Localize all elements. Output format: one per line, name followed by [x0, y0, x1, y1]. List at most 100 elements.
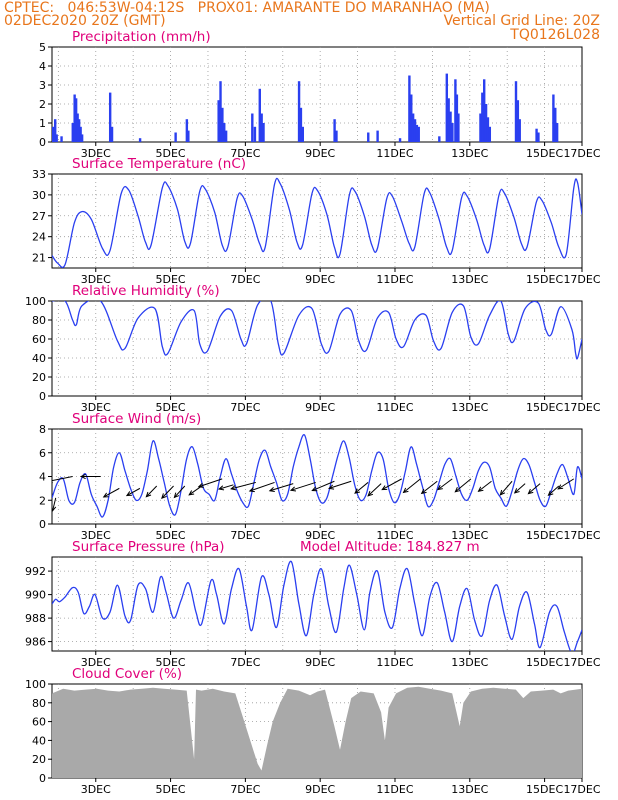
precip-bar	[410, 94, 413, 142]
x-tick-label: 11DEC	[376, 783, 413, 796]
x-tick-label: 13DEC	[451, 273, 488, 286]
wind-title: Surface Wind (m/s)	[72, 411, 201, 427]
wind-arrow	[52, 497, 57, 511]
precip-bar	[454, 79, 457, 142]
humidity-frame	[51, 300, 583, 397]
pressure-title: Surface Pressure (hPa)	[72, 539, 225, 555]
y-tick-label: 0	[39, 390, 46, 403]
precip-bar	[445, 73, 449, 142]
wind-arrowhead	[79, 473, 86, 480]
wind-arrowhead	[402, 487, 409, 494]
precip-bar	[219, 81, 222, 142]
precip-bar	[251, 113, 254, 142]
header-grid-note: Vertical Grid Line: 20Z	[443, 13, 600, 29]
wind-arrow	[231, 481, 256, 490]
x-tick-label: 9DEC	[305, 783, 335, 796]
precip-bar	[108, 92, 112, 142]
precip-bar	[297, 81, 301, 142]
wind-arrowhead	[173, 492, 180, 499]
precip-bar	[79, 126, 82, 142]
y-tick-label: 40	[32, 352, 46, 365]
wind-arrowhead	[328, 484, 335, 490]
precip-bar	[457, 113, 460, 142]
humidity-panel: 0 20 40 60 80 100 3DEC 5DEC 7DEC 9DEC 11DEC 13DEC 15…	[25, 283, 601, 414]
wind-arrowhead	[197, 482, 204, 488]
x-tick-label: 15DEC	[526, 656, 563, 669]
x-tick-label: 11DEC	[376, 656, 413, 669]
x-tick-label: 15DEC	[526, 783, 563, 796]
precip-bar	[138, 138, 142, 142]
temperature-line	[52, 177, 582, 268]
precip-bar	[333, 119, 336, 142]
wind-arrowhead	[513, 488, 520, 494]
wind-arrow	[557, 478, 575, 490]
wind-arrowhead	[125, 491, 132, 497]
x-tick-label: 17DEC	[563, 401, 600, 414]
wind-arrowhead	[268, 487, 275, 493]
x-tick-label: 7DEC	[230, 783, 260, 796]
precip-frame	[51, 46, 583, 143]
wind-arrowhead	[499, 489, 506, 496]
precip-bar	[185, 119, 189, 142]
wind-arrowhead	[436, 484, 443, 491]
precip-bar	[408, 75, 411, 142]
precip-title: Precipitation (mm/h)	[72, 29, 211, 45]
x-tick-label: 13DEC	[451, 401, 488, 414]
wind-arrow	[403, 478, 421, 493]
y-tick-label: 100	[25, 678, 46, 691]
precip-bar	[555, 123, 559, 142]
header-line1: CPTEC: 046:53W-04:12S PROX01: AMARANTE D…	[4, 0, 490, 16]
precip-bar	[447, 98, 450, 142]
wind-arrow	[249, 481, 275, 492]
wind-panel: 0 2 4 6 8 3DEC 5DEC 7DEC 9DEC 11DEC 13DEC 15DEC 17DE…	[39, 411, 601, 542]
wind-arrow	[52, 476, 73, 482]
temperature-panel: 21 24 27 30 33 3DEC 5DEC 7DEC 9DEC 11DEC 13DEC 15DE…	[32, 156, 601, 286]
precip-bar	[187, 130, 190, 142]
precip-panel: 0 1 2 3 4 5 3DEC 5DEC 7DEC 9DEC 11DEC 13DEC 15DEC 17D…	[39, 29, 601, 160]
model-altitude-label: Model Altitude: 184.827 m	[300, 539, 480, 555]
x-tick-label: 9DEC	[305, 273, 335, 286]
x-tick-label: 17DEC	[563, 147, 600, 160]
wind-arrowhead	[188, 490, 195, 496]
temperature-title: Surface Temperature (nC)	[72, 156, 246, 172]
y-tick-label: 988	[25, 612, 46, 625]
x-tick-label: 17DEC	[563, 529, 600, 542]
wind-line	[52, 433, 582, 518]
precip-bar	[55, 134, 58, 142]
precip-bar	[518, 119, 521, 142]
x-tick-label: 11DEC	[376, 147, 413, 160]
x-tick-label: 13DEC	[451, 529, 488, 542]
precip-bar	[413, 119, 417, 142]
precip-bar	[221, 107, 224, 142]
x-tick-label: 17DEC	[563, 783, 600, 796]
y-tick-label: 27	[32, 210, 46, 223]
precip-bar	[53, 119, 57, 142]
precip-bar	[367, 132, 370, 142]
wind-arrowhead	[547, 490, 554, 497]
x-tick-label: 11DEC	[376, 273, 413, 286]
wind-arrow	[499, 480, 513, 496]
wind-arrow	[478, 480, 492, 492]
cloud-title: Cloud Cover (%)	[72, 666, 182, 682]
pressure-panel: 986 988 990 992 3DEC 5DEC 7DEC 9DEC 11DEC 13DEC 15…	[25, 539, 601, 669]
precip-bar	[417, 126, 420, 142]
precip-bar	[535, 128, 538, 142]
precip-bar	[398, 138, 402, 142]
precip-bar	[110, 126, 114, 142]
precip-bar	[537, 132, 540, 142]
y-tick-label: 80	[32, 697, 46, 710]
y-tick-label: 20	[32, 371, 46, 384]
precip-bar	[260, 113, 263, 142]
precip-bar	[80, 134, 84, 142]
precip-bar	[301, 126, 304, 142]
wind-arrow	[145, 485, 158, 498]
header-code: TQ0126L028	[510, 27, 600, 43]
x-tick-label: 11DEC	[376, 401, 413, 414]
wind-arrow	[126, 487, 141, 496]
header-date: 02DEC2020 20Z (GMT)	[4, 13, 166, 29]
wind-arrow	[174, 485, 186, 498]
y-tick-label: 2	[39, 494, 46, 507]
wind-arrow	[528, 483, 541, 495]
humidity-line	[52, 301, 582, 360]
